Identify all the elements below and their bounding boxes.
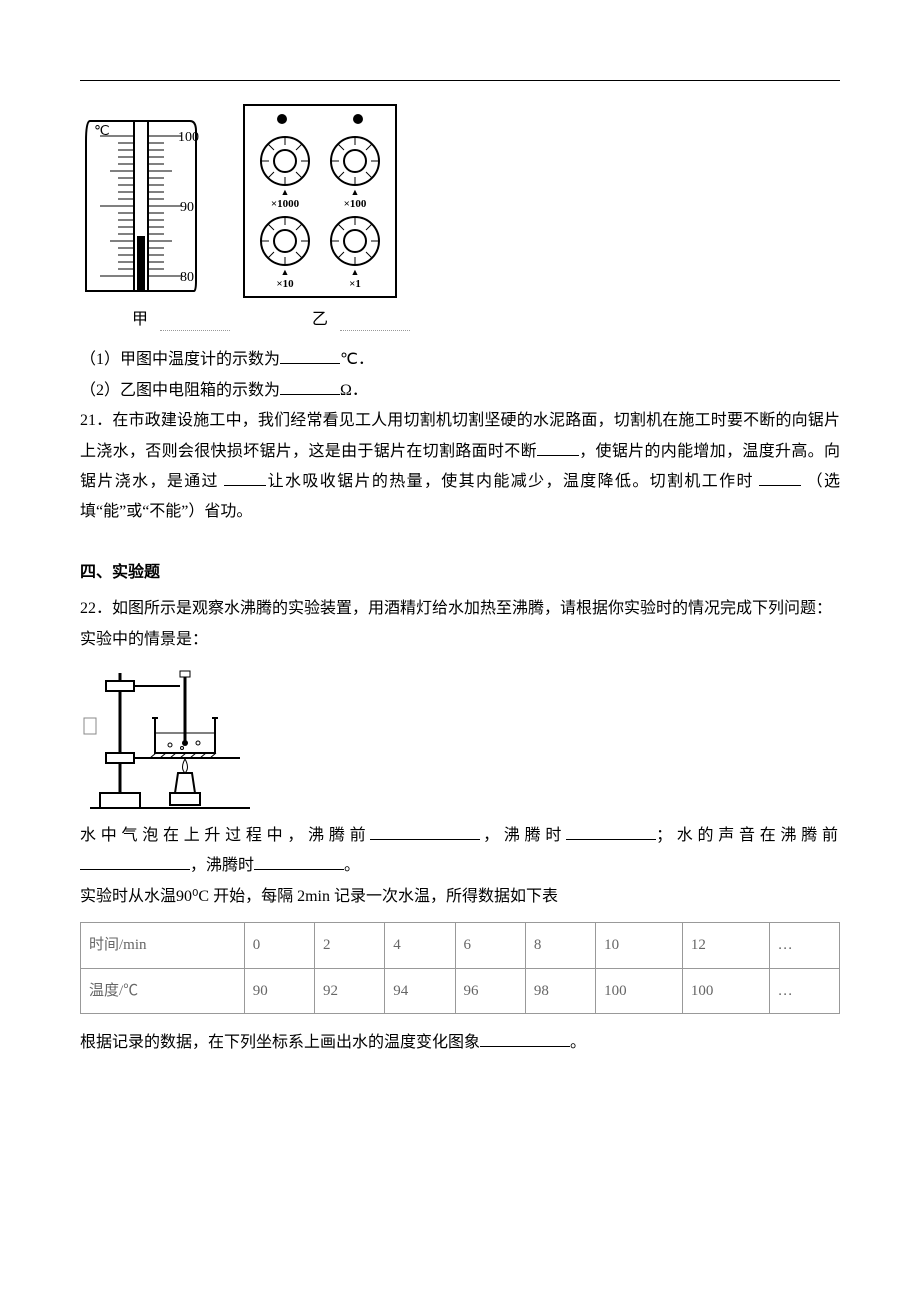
table-cell: 98 — [525, 968, 595, 1014]
q22-num: 22． — [80, 600, 112, 617]
caption-jia: 甲 — [80, 305, 200, 335]
svg-text:100: 100 — [178, 130, 199, 145]
table-cell: 0 — [244, 923, 314, 969]
q22-bubble-d: ，沸腾时 — [190, 857, 254, 874]
blank — [280, 378, 340, 395]
table-cell: 8 — [525, 923, 595, 969]
blank — [280, 347, 340, 364]
q22-plotend: 。 — [570, 1034, 586, 1051]
svg-text:80: 80 — [180, 270, 194, 285]
table-cell: 6 — [455, 923, 525, 969]
q20-part1: （1）甲图中温度计的示数为 ℃． — [80, 345, 840, 375]
table-cell: 12 — [682, 923, 769, 969]
table-cell: 2 — [314, 923, 384, 969]
table-cell: 温度/℃ — [81, 968, 245, 1014]
svg-text:90: 90 — [180, 200, 194, 215]
q20-unit2: Ω． — [340, 382, 368, 399]
q22-bubble-a: 水中气泡在上升过程中，沸腾前 — [80, 827, 370, 844]
q22-bubble-e: 。 — [344, 857, 360, 874]
q22-bubble-b: ，沸腾时 — [480, 827, 566, 844]
q21-t3: 让水吸收锯片的热量，使其内能减少，温度降低。切割机工作时 — [266, 473, 759, 490]
caption-yi-text: 乙 — [312, 311, 328, 328]
table-cell: 96 — [455, 968, 525, 1014]
horizontal-rule — [80, 80, 840, 81]
svg-text:▲: ▲ — [351, 187, 360, 197]
apparatus-icon — [80, 663, 260, 813]
blank — [537, 439, 579, 456]
blank — [370, 823, 480, 840]
table-cell: 100 — [682, 968, 769, 1014]
q22-intro: 22．如图所示是观察水沸腾的实验装置，用酒精灯给水加热至沸腾，请根据你实验时的情… — [80, 594, 840, 624]
svg-text:×1: ×1 — [349, 278, 361, 290]
q22-intro-text: 如图所示是观察水沸腾的实验装置，用酒精灯给水加热至沸腾，请根据你实验时的情况完成… — [112, 600, 832, 617]
q22-scene: 实验中的情景是： — [80, 625, 840, 655]
blank — [566, 823, 656, 840]
table-cell: 90 — [244, 968, 314, 1014]
table-row: 时间/min 0 2 4 6 8 10 12 … — [81, 923, 840, 969]
q22-plotnote-text: 根据记录的数据，在下列坐标系上画出水的温度变化图象 — [80, 1034, 480, 1051]
table-cell: 10 — [596, 923, 683, 969]
q20-part1-text: （1）甲图中温度计的示数为 — [80, 351, 280, 368]
section-4-title: 四、实验题 — [80, 558, 840, 588]
boiling-apparatus-figure — [80, 663, 260, 813]
table-cell: … — [769, 923, 839, 969]
table-row: 温度/℃ 90 92 94 96 98 100 100 … — [81, 968, 840, 1014]
q22-tablenote: 实验时从水温90⁰C 开始，每隔 2min 记录一次水温，所得数据如下表 — [80, 882, 840, 912]
q20-part2: （2）乙图中电阻箱的示数为 Ω． — [80, 376, 840, 406]
q22-bubble-line: 水中气泡在上升过程中，沸腾前，沸腾时；水的声音在沸腾前，沸腾时。 — [80, 821, 840, 882]
blank — [254, 853, 344, 870]
thermometer-figure: 100 90 80 ℃ — [80, 111, 200, 301]
caption-yi: 乙 — [240, 305, 400, 335]
q22-bubble-c: ；水的声音在沸腾前 — [656, 827, 840, 844]
blank — [80, 853, 190, 870]
q20-unit1: ℃． — [340, 351, 374, 368]
svg-text:×100: ×100 — [344, 198, 367, 210]
table-cell: 94 — [385, 968, 455, 1014]
resistor-box-figure: ▲ ▲ ▲ ▲ ×1000 ×100 ×10 ×1 — [240, 101, 400, 301]
table-cell: … — [769, 968, 839, 1014]
svg-text:×10: ×10 — [276, 278, 294, 290]
resistor-box-icon: ▲ ▲ ▲ ▲ ×1000 ×100 ×10 ×1 — [240, 101, 400, 301]
svg-text:℃: ℃ — [94, 124, 110, 139]
q21: 21．在市政建设施工中，我们经常看见工人用切割机切割坚硬的水泥路面，切割机在施工… — [80, 406, 840, 528]
svg-text:▲: ▲ — [281, 187, 290, 197]
svg-text:×1000: ×1000 — [271, 198, 300, 210]
table-cell: 100 — [596, 968, 683, 1014]
blank — [759, 469, 801, 486]
q20-part2-text: （2）乙图中电阻箱的示数为 — [80, 382, 280, 399]
svg-text:▲: ▲ — [281, 267, 290, 277]
q22-plotnote: 根据记录的数据，在下列坐标系上画出水的温度变化图象 。 — [80, 1028, 840, 1058]
figure-row: 100 90 80 ℃ — [80, 101, 840, 301]
blank — [224, 469, 266, 486]
thermometer-icon: 100 90 80 ℃ — [80, 111, 200, 301]
table-cell: 4 — [385, 923, 455, 969]
blank — [480, 1030, 570, 1047]
svg-text:▲: ▲ — [351, 267, 360, 277]
table-cell: 92 — [314, 968, 384, 1014]
page-container: 100 90 80 ℃ — [0, 0, 920, 1302]
figure-captions: 甲 乙 — [80, 305, 840, 335]
q21-num: 21． — [80, 412, 112, 429]
table-cell: 时间/min — [81, 923, 245, 969]
data-table: 时间/min 0 2 4 6 8 10 12 … 温度/℃ 90 92 94 9… — [80, 922, 840, 1014]
caption-jia-text: 甲 — [132, 311, 148, 328]
